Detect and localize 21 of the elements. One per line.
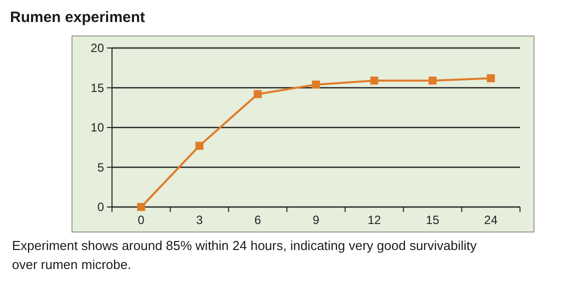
x-tick-label: 15	[426, 213, 440, 227]
y-tick-label: 5	[97, 160, 104, 174]
point	[137, 203, 146, 211]
text: Experiment shows around 85% within 24 hours, indicating very good survivability over rumen microbe.	[12, 238, 478, 272]
x-tick-label: 3	[196, 213, 204, 227]
point	[312, 80, 320, 89]
y-tick-label: 0	[97, 200, 104, 214]
point	[254, 90, 262, 98]
x-tick-label: 6	[254, 213, 262, 227]
chart-title: Rumen experiment	[10, 9, 146, 26]
x-tick-label: 24	[484, 213, 498, 227]
point	[486, 74, 495, 82]
point	[428, 76, 437, 85]
x-tick-label: 0	[138, 213, 145, 227]
point	[370, 76, 378, 85]
x-tick-label: 12	[368, 213, 382, 227]
x-tick-label: 9	[312, 213, 320, 227]
y-tick-label: 15	[90, 80, 104, 95]
y-tick-label: 10	[90, 120, 104, 135]
y-tick-label: 20	[90, 41, 104, 56]
point	[195, 142, 204, 150]
